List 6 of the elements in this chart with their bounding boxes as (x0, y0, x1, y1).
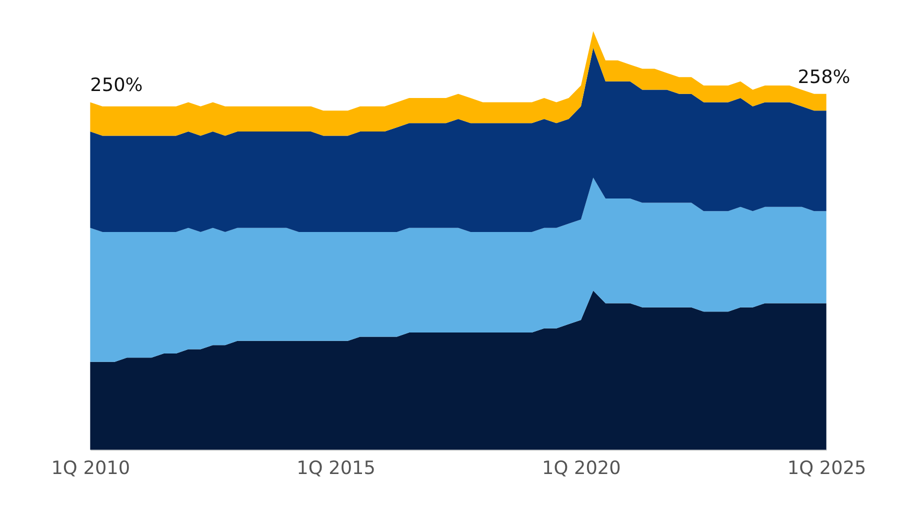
x-tick-label: 1Q 2015 (296, 458, 376, 480)
x-tick-label: 1Q 2025 (787, 458, 866, 480)
x-tick-label: 1Q 2020 (542, 458, 621, 480)
annotation: 250% (90, 75, 143, 96)
x-tick-label: 1Q 2010 (51, 458, 130, 480)
annotation: 258% (798, 66, 850, 88)
